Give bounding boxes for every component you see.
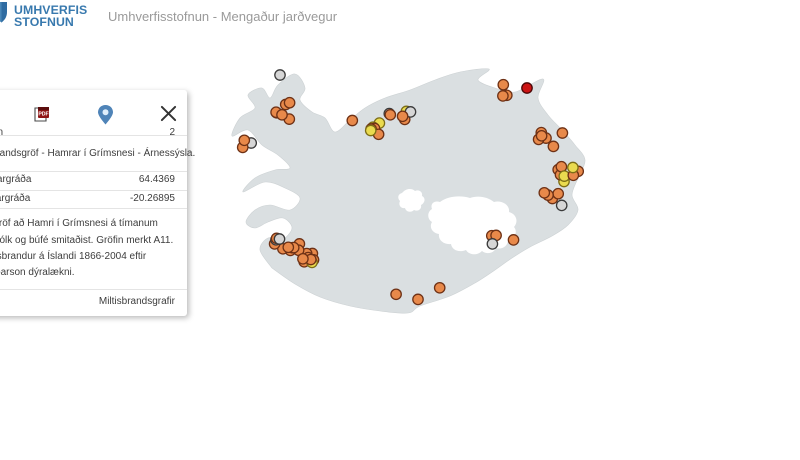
svg-text:PDF: PDF — [38, 111, 48, 117]
